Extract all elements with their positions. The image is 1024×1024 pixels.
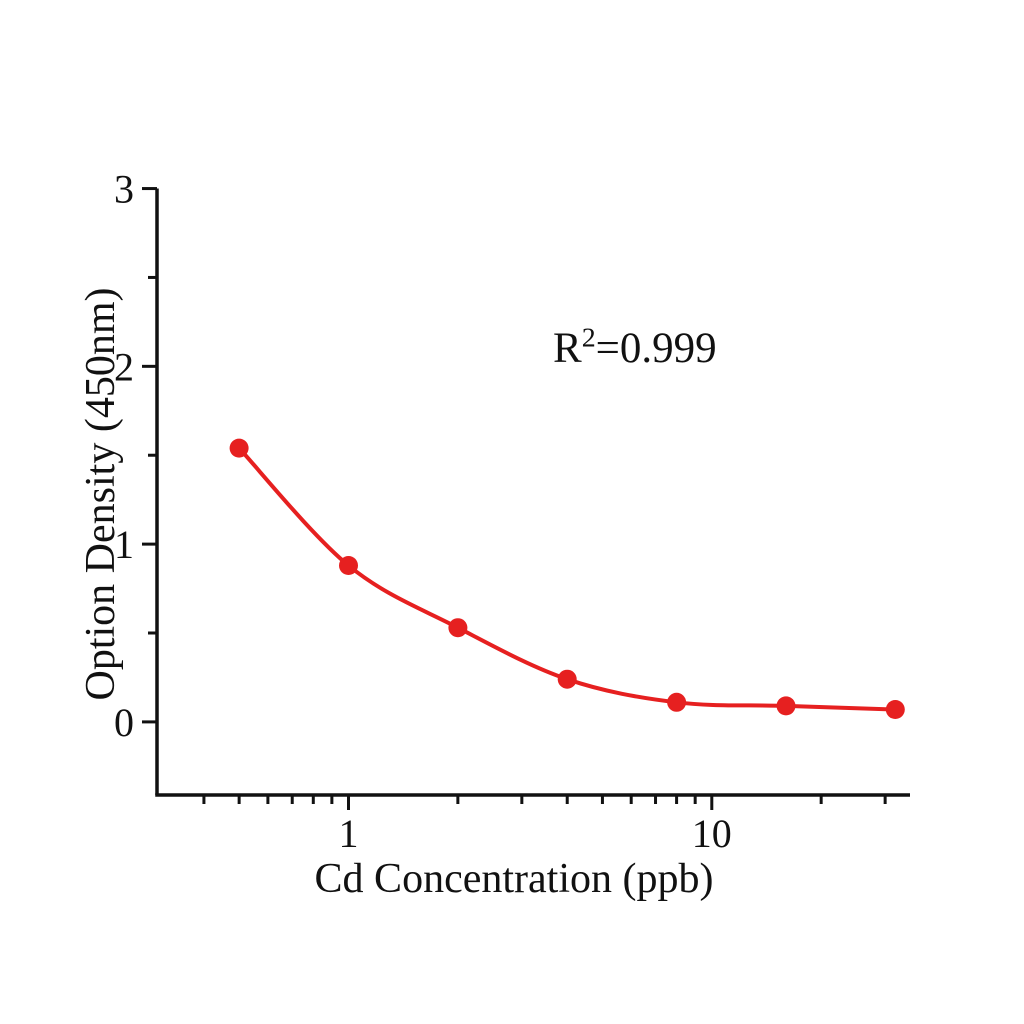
data-point (229, 438, 249, 458)
y-tick-label: 3 (114, 167, 134, 212)
data-point (557, 669, 577, 689)
r-squared-base: R (553, 325, 582, 372)
r-squared-value: =0.999 (595, 325, 717, 372)
r-squared-exponent: 2 (581, 322, 596, 354)
x-tick-label: 10 (692, 811, 732, 856)
x-axis-title: Cd Concentration (ppb) (314, 856, 714, 902)
data-point (776, 696, 796, 716)
x-tick-label: 1 (339, 811, 359, 856)
y-tick-label: 2 (114, 344, 134, 389)
r-squared-annotation: R2=0.999 (553, 324, 717, 372)
data-point (448, 618, 468, 638)
data-point (667, 692, 687, 712)
y-axis-title: Option Density (450nm) (78, 287, 124, 701)
y-tick-label: 0 (114, 700, 134, 745)
y-tick-label: 1 (114, 522, 134, 567)
data-point (885, 700, 905, 719)
data-point (339, 556, 358, 575)
